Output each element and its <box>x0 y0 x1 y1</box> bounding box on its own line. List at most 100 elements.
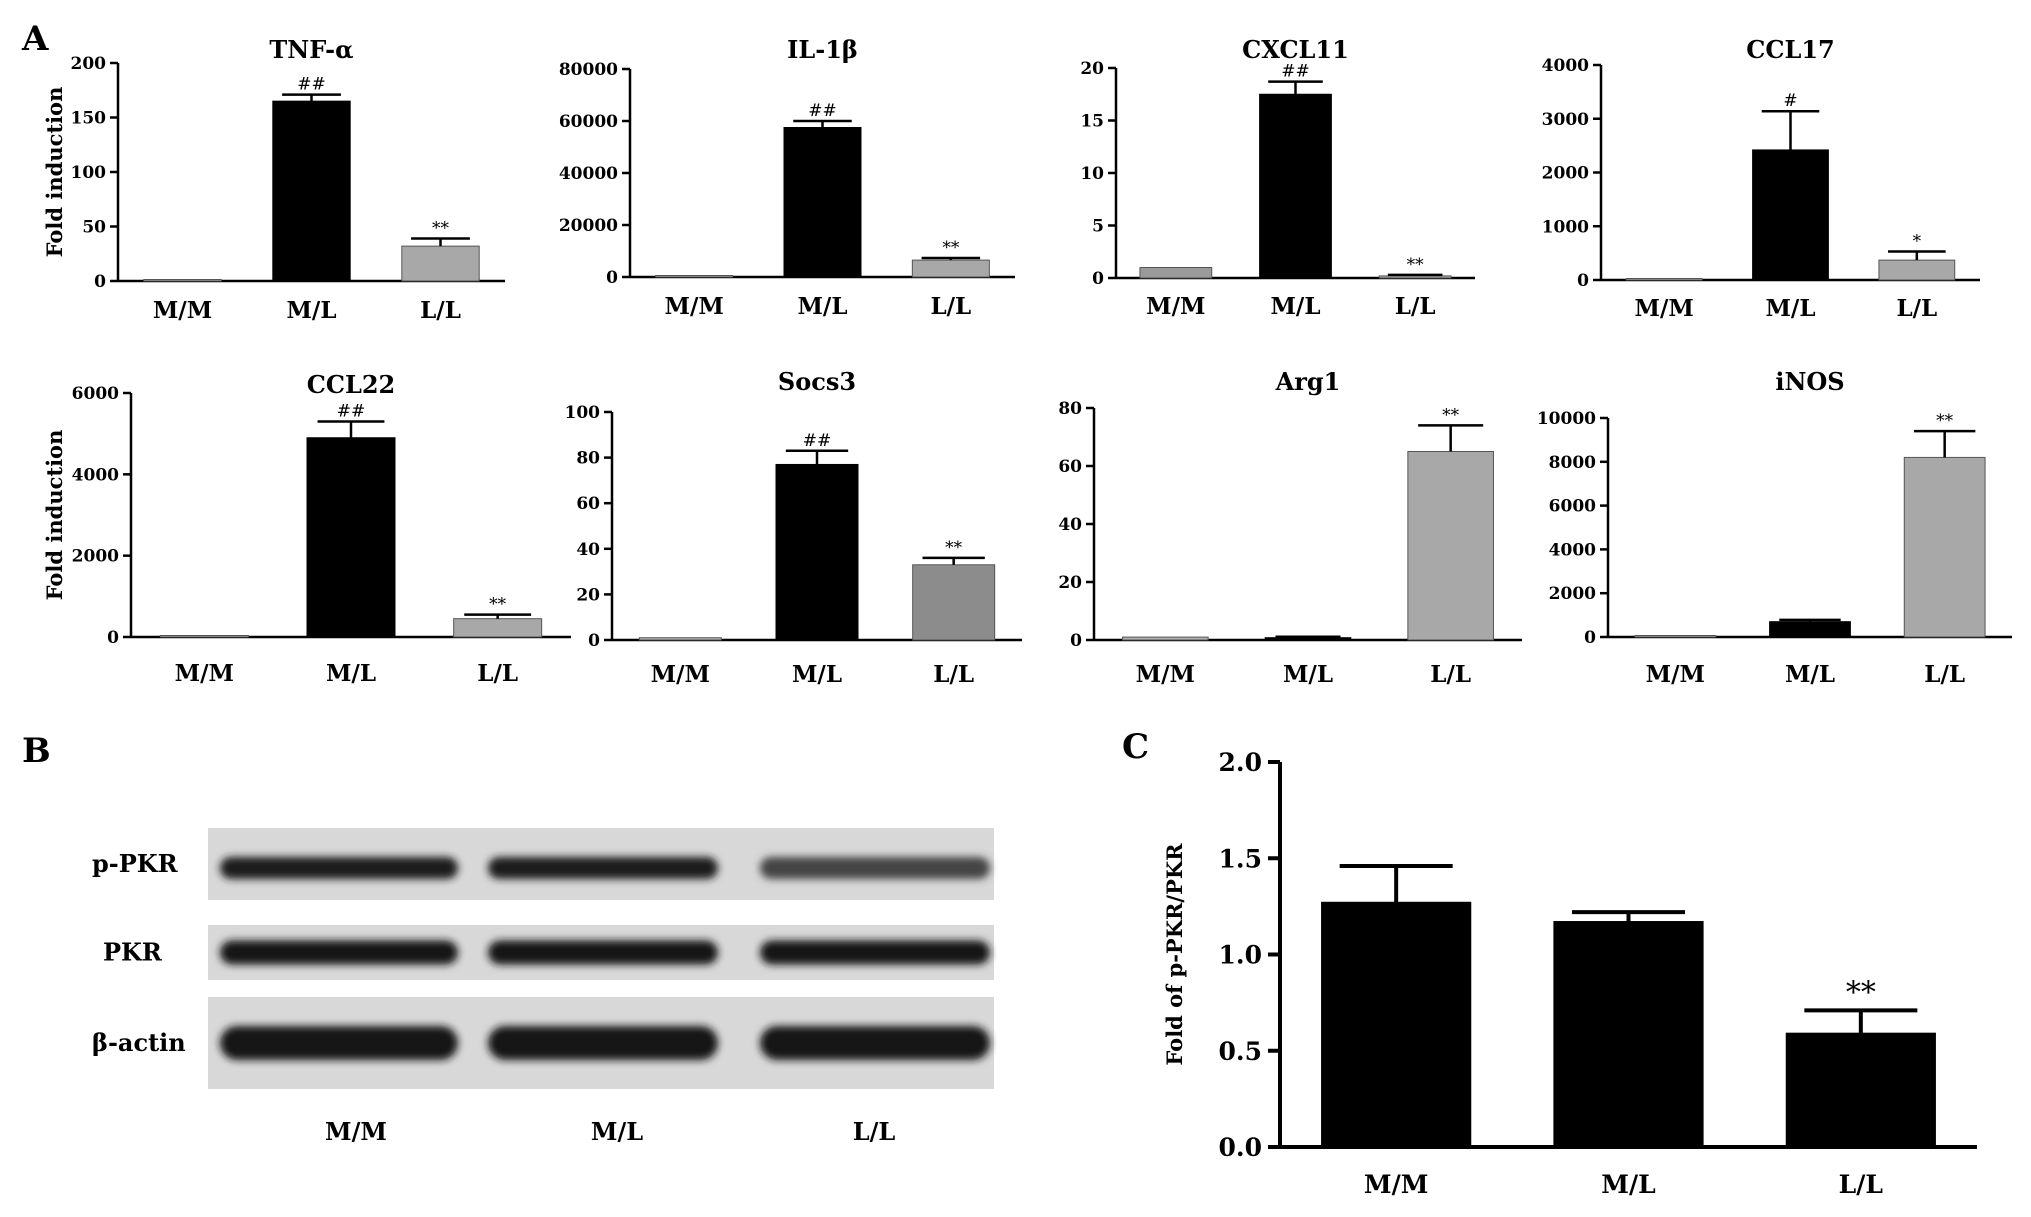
bar-l-l <box>1785 1032 1936 1148</box>
bar-m-l <box>775 463 859 641</box>
bar-m-l <box>1752 149 1829 281</box>
chart-il1b: IL-1β 0 20000 40000 60000 80000 M/M ## M/L ** L/L <box>559 35 1015 320</box>
blot-row-label: p-PKR <box>92 849 179 878</box>
x-category-label: M/M <box>665 293 724 320</box>
x-category-label: M/M <box>1136 661 1195 688</box>
y-axis-label: Fold of p-PKR/PKR <box>1162 843 1187 1066</box>
y-tick-label: 80 <box>1058 399 1082 419</box>
x-category-label: M/M <box>1146 293 1205 320</box>
x-category-label: M/L <box>1270 293 1320 320</box>
blot-row-label: β-actin <box>92 1028 186 1057</box>
y-tick-label: 0 <box>107 628 119 648</box>
y-tick-label: 8000 <box>1549 453 1596 473</box>
bar-m-m <box>1625 278 1703 281</box>
x-category-label: M/L <box>792 661 842 688</box>
blot-band <box>220 857 458 879</box>
blot-lane-label: L/L <box>853 1117 896 1146</box>
bar-m-m <box>143 279 222 282</box>
bar-l-l <box>1903 456 1986 638</box>
bar-m-m <box>1634 635 1717 638</box>
x-category-label: M/M <box>1364 1170 1428 1199</box>
chart-pkr: Fold of p-PKR/PKR 0.0 0.5 1.0 1.5 2.0 M/M M/L **… <box>1162 748 1977 1199</box>
bar-l-l <box>1878 259 1956 281</box>
y-tick-label: 0 <box>588 631 600 651</box>
blot-band <box>488 857 718 879</box>
y-tick-label: 60 <box>1058 457 1082 477</box>
chart-arg1: Arg1 0 20 40 60 80 M/M M/L ** L/L <box>1058 367 1522 688</box>
y-tick-label: 10 <box>1080 164 1104 184</box>
y-tick-label: 100 <box>565 403 601 423</box>
bar-m-l <box>783 127 862 278</box>
y-tick-label: 4000 <box>72 465 119 485</box>
blot-lane-label: M/M <box>325 1117 387 1146</box>
y-tick-label: 0.0 <box>1219 1133 1263 1162</box>
bar-m-l <box>306 437 396 638</box>
y-tick-label: 0 <box>1577 271 1589 291</box>
y-tick-label: 3000 <box>1542 110 1589 130</box>
blot-band <box>488 940 718 965</box>
x-category-label: L/L <box>1395 293 1436 320</box>
significance-marker: ** <box>1442 405 1460 425</box>
y-tick-label: 0 <box>1584 628 1596 648</box>
y-tick-label: 200 <box>71 54 107 74</box>
x-category-label: M/L <box>1601 1170 1656 1199</box>
y-tick-label: 60000 <box>559 112 618 132</box>
bar-l-l <box>1378 275 1452 279</box>
chart-title: iNOS <box>1775 367 1844 396</box>
y-tick-label: 1.5 <box>1219 844 1263 873</box>
y-tick-label: 1000 <box>1542 217 1589 237</box>
chart-socs3: Socs3 0 20 40 60 80 100 M/M ## M/L ** L/L <box>565 367 1022 688</box>
y-tick-label: 50 <box>82 218 106 238</box>
y-tick-label: 4000 <box>1549 540 1596 560</box>
y-tick-label: 40000 <box>559 164 618 184</box>
x-category-label: L/L <box>1896 295 1937 322</box>
y-tick-label: 10000 <box>1537 409 1596 429</box>
y-tick-label: 0.5 <box>1219 1037 1263 1066</box>
y-tick-label: 20 <box>1080 59 1104 79</box>
chart-title: TNF-α <box>269 35 353 64</box>
significance-marker: # <box>1783 91 1797 111</box>
significance-marker: ** <box>1407 255 1425 275</box>
bar-l-l <box>1407 451 1494 641</box>
bar-l-l <box>912 564 996 641</box>
bar-m-l <box>1769 621 1851 638</box>
x-category-label: L/L <box>1839 1170 1884 1199</box>
blot-band <box>220 1026 458 1060</box>
blot-row-1: PKR <box>103 925 994 980</box>
y-tick-label: 0 <box>1070 631 1082 651</box>
blot-row-2: β-actin <box>92 997 994 1089</box>
blot-band <box>488 1026 718 1060</box>
chart-cxcl11: CXCL11 0 5 10 15 20 M/M ## M/L ** L/L <box>1080 35 1475 320</box>
x-category-label: M/M <box>1646 661 1705 688</box>
bar-m-l <box>1259 93 1332 279</box>
y-tick-label: 80000 <box>559 60 618 80</box>
blot-band <box>760 940 990 965</box>
y-tick-label: 1.0 <box>1219 941 1263 970</box>
y-tick-label: 100 <box>71 163 107 183</box>
y-tick-label: 60 <box>576 494 600 514</box>
chart-title: Arg1 <box>1275 367 1341 396</box>
significance-marker: ** <box>489 595 507 615</box>
chart-title: IL-1β <box>787 35 858 64</box>
blot-row-label: PKR <box>103 938 163 967</box>
significance-marker: ## <box>808 101 837 121</box>
x-category-label: M/L <box>326 660 376 687</box>
blot-row-0: p-PKR <box>92 828 994 900</box>
y-tick-label: 2000 <box>1549 584 1596 604</box>
significance-marker: ** <box>942 238 960 258</box>
x-category-label: L/L <box>933 661 974 688</box>
significance-marker: ## <box>337 401 366 421</box>
y-tick-label: 2000 <box>72 547 119 567</box>
y-tick-label: 5 <box>1092 217 1104 237</box>
chart-title: CCL22 <box>307 370 395 399</box>
x-category-label: L/L <box>930 293 971 320</box>
significance-marker: * <box>1913 232 1922 252</box>
y-tick-label: 6000 <box>1549 497 1596 517</box>
y-tick-label: 150 <box>71 109 107 129</box>
y-tick-label: 0 <box>1092 269 1104 289</box>
bar-m-m <box>1321 901 1472 1148</box>
significance-marker: ** <box>1936 411 1954 431</box>
bar-l-l <box>401 245 480 282</box>
